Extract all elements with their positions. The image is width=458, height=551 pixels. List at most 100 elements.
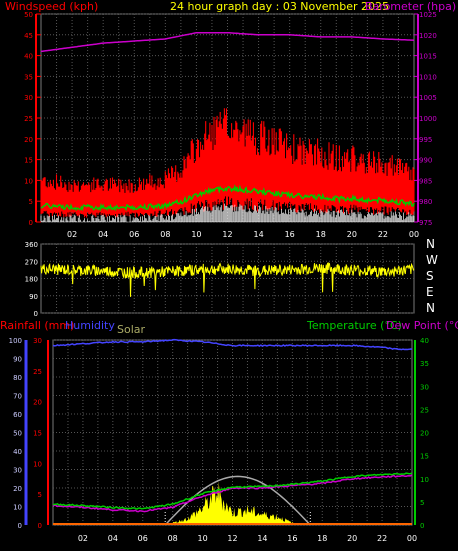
wind-tick-label: 35: [24, 73, 33, 81]
barometer-label: Barometer (hpa): [365, 0, 456, 13]
wind-x-tick-label: 04: [98, 230, 108, 239]
wind-tick-label: 5: [29, 198, 33, 206]
wind-tick-label: 40: [24, 53, 33, 61]
humidity-tick-label: 10: [13, 504, 22, 512]
rain-tick-label: 10: [33, 460, 42, 468]
compass-w: W: [426, 253, 438, 267]
temp-grid: [53, 339, 412, 526]
barometer-tick-label: 1010: [419, 73, 437, 81]
wind-tick-label: 45: [24, 32, 33, 40]
wind-x-tick-label: 18: [316, 230, 326, 239]
temp-tick-label: 0: [420, 522, 424, 530]
temp-x-tick-label: 22: [377, 534, 387, 543]
direction-tick-label: 0: [34, 310, 38, 318]
direction-tick-label: 360: [25, 241, 38, 249]
rain-tick-label: 15: [33, 430, 42, 438]
barometer-tick-label: 1020: [419, 32, 437, 40]
barometer-tick-label: 980: [419, 198, 432, 206]
wind-x-tick-label: 10: [191, 230, 201, 239]
wind-series: [40, 31, 415, 222]
barometer-tick-label: 990: [419, 157, 432, 165]
barometer-line: [40, 31, 415, 53]
rainfall-label: Rainfall (mm): [0, 319, 74, 332]
humidity-tick-label: 30: [13, 467, 22, 475]
humidity-tick-label: 90: [13, 356, 22, 364]
temp-x-tick-label: 14: [257, 534, 267, 543]
temp-tick-label: 35: [420, 360, 429, 368]
direction-tick-label: 270: [25, 258, 38, 266]
temp-x-tick-label: 18: [317, 534, 327, 543]
temp-x-tick-label: 10: [197, 534, 207, 543]
temp-tick-label: 30: [420, 383, 429, 391]
dewpoint-label: Dew Point (°C): [386, 319, 458, 332]
chart-title: 24 hour graph day : 03 November 2025: [170, 0, 389, 13]
humidity-tick-label: 40: [13, 448, 22, 456]
compass-s: S: [426, 269, 434, 283]
wind-tick-label: 10: [24, 177, 33, 185]
wind-direction-line: [40, 262, 415, 297]
wind-tick-label: 25: [24, 115, 33, 123]
direction-grid: [41, 243, 414, 314]
solar-radiation-area: [165, 481, 300, 525]
humidity-tick-label: 20: [13, 485, 22, 493]
temp-x-tick-label: 20: [347, 534, 357, 543]
barometer-tick-label: 985: [419, 177, 432, 185]
wind-average-line: [40, 184, 415, 212]
rain-tick-label: 5: [38, 491, 42, 499]
temperature-label: Temperature (°C): [306, 319, 402, 332]
wind-x-tick-label: 08: [160, 230, 170, 239]
temp-tick-label: 15: [420, 453, 429, 461]
wind-x-tick-label: 16: [285, 230, 295, 239]
compass-e: E: [426, 285, 434, 299]
temp-tick-label: 10: [420, 476, 429, 484]
wind-tick-label: 50: [24, 11, 33, 19]
wind-x-tick-label: 22: [378, 230, 388, 239]
temp-tick-label: 40: [420, 337, 429, 345]
temp-x-tick-label: 02: [78, 534, 88, 543]
wind-tick-label: 20: [24, 136, 33, 144]
barometer-tick-label: 975: [419, 219, 432, 227]
temp-series: [52, 338, 413, 526]
temperature-line: [52, 472, 413, 510]
wind-tick-label: 15: [24, 157, 33, 165]
humidity-tick-label: 70: [13, 393, 22, 401]
barometer-tick-label: 1005: [419, 94, 437, 102]
wind-gust-series: [40, 108, 415, 218]
temp-x-tick-label: 06: [138, 534, 148, 543]
rain-tick-label: 20: [33, 399, 42, 407]
temp-x-tick-label: 00: [407, 534, 417, 543]
wind-x-tick-label: 20: [347, 230, 357, 239]
direction-series: [40, 262, 415, 297]
humidity-tick-label: 80: [13, 374, 22, 382]
humidity-tick-label: 50: [13, 430, 22, 438]
humidity-tick-label: 60: [13, 411, 22, 419]
windspeed-label: Windspeed (kph): [5, 0, 98, 13]
solar-label: Solar: [117, 323, 146, 336]
direction-tick-label: 180: [25, 276, 38, 284]
barometer-tick-label: 1025: [419, 11, 437, 19]
temp-x-tick-label: 12: [227, 534, 237, 543]
direction-tick-label: 90: [29, 293, 38, 301]
humidity-label: Humidity: [65, 319, 115, 332]
temp-tick-label: 5: [420, 499, 424, 507]
rain-tick-label: 0: [38, 522, 42, 530]
temp-x-tick-label: 16: [287, 534, 297, 543]
compass-n-top: N: [426, 237, 435, 251]
wind-x-tick-label: 06: [129, 230, 139, 239]
compass-n-bottom: N: [426, 301, 435, 315]
barometer-tick-label: 995: [419, 136, 432, 144]
humidity-tick-label: 100: [9, 337, 22, 345]
wind-x-tick-label: 12: [222, 230, 232, 239]
temp-x-tick-label: 04: [108, 534, 118, 543]
wind-lull-series: [40, 203, 415, 222]
axis-labels: 0510152025303540455097598098599099510001…: [9, 11, 437, 543]
wind-tick-label: 0: [29, 219, 33, 227]
wind-x-tick-label: 14: [253, 230, 263, 239]
barometer-tick-label: 1000: [419, 115, 437, 123]
humidity-line: [52, 338, 413, 351]
rain-tick-label: 30: [33, 337, 42, 345]
barometer-tick-label: 1015: [419, 53, 437, 61]
wind-tick-label: 30: [24, 94, 33, 102]
humidity-tick-label: 0: [18, 522, 22, 530]
